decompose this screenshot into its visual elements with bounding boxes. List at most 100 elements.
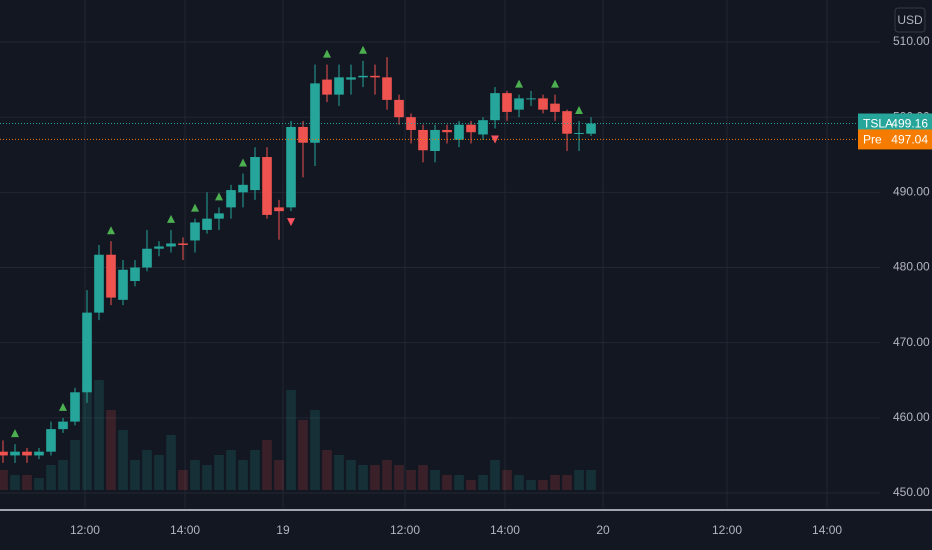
volume-bar [418,465,428,490]
volume-bar [478,475,488,490]
candle-body [538,98,548,110]
volume-bar [346,460,356,490]
candle-body [274,207,284,212]
volume-bar [190,460,200,490]
x-tick-label: 14:00 [490,523,520,537]
volume-bar [502,470,512,490]
volume-bar [562,475,572,490]
volume-bar [466,480,476,490]
volume-bar [214,455,224,490]
candle-body [226,190,236,208]
candle-body [586,123,596,134]
y-tick-label: 480.00 [893,260,930,274]
x-tick-label: 12:00 [390,523,420,537]
candle-body [46,429,56,452]
y-tick-label: 490.00 [893,185,930,199]
candle-body [466,124,476,133]
candle-body [82,312,92,393]
signal-up [11,429,20,438]
volume-bar [574,470,584,490]
signal-up [107,226,116,235]
volume-bar [274,460,284,490]
volume-bar [322,450,332,490]
candle-body [118,269,128,300]
candle-body [22,451,32,456]
currency[interactable]: USD [897,13,923,27]
candle-body [94,254,104,313]
volume-bar [130,460,140,490]
volume-bar [382,460,392,490]
candle-body [418,129,428,151]
volume-bar [490,460,500,490]
candle-body [202,218,212,230]
candle-body [358,75,368,78]
x-tick-label: 12:00 [712,523,742,537]
x-tick-label: 20 [596,523,610,537]
volume-bar [58,460,68,490]
volume-bar [394,465,404,490]
volume-bar [238,460,248,490]
signal-up [239,158,248,167]
candle-body [154,246,164,249]
x-tick-label: 14:00 [170,523,200,537]
candle-body [454,124,464,140]
currency-box[interactable] [894,7,926,33]
price-label-name: TSLA [863,117,893,131]
volume-bar [94,380,104,490]
candle-body [178,243,188,245]
candle-body [58,421,68,430]
y-tick-label: 450.00 [893,485,930,499]
volume-bar [514,475,524,490]
price-label-value: 497.04 [891,133,928,147]
volume-bar [262,440,272,490]
volume-bar [202,465,212,490]
candle-body [262,157,272,215]
candle-body [214,213,224,219]
volume-bar [46,465,56,490]
volume-bar [34,478,44,490]
signal-up [59,402,68,411]
y-tick-label: 470.00 [893,335,930,349]
candle-body [394,99,404,118]
candle-body [142,248,152,268]
x-tick-label: 12:00 [70,523,100,537]
signal-up [191,203,200,212]
volume-bar [334,455,344,490]
candle-body [562,111,572,134]
signal-up [551,79,560,88]
signal-down [287,218,296,227]
candle-body [286,126,296,208]
volume-bar [538,480,548,490]
candle-body [550,103,560,112]
candle-body [502,93,512,112]
candle-body [166,243,176,247]
price-label-box [858,113,932,134]
candle-body [526,98,536,100]
volume-bar [586,470,596,490]
candle-body [310,83,320,143]
candle-body [334,77,344,95]
candle-body [190,222,200,241]
signal-up [359,45,368,54]
volume-bar [430,470,440,490]
volume-bar [226,450,236,490]
volume-bar [370,465,380,490]
volume-bar [10,475,20,490]
signal-up [575,105,584,114]
x-tick-label: 19 [276,523,290,537]
candle-body [442,129,452,133]
volume-bar [358,465,368,490]
candle-body [382,77,392,100]
volume-bar [310,410,320,490]
signal-up [215,192,224,201]
volume-bar [118,430,128,490]
candle-body [574,132,584,134]
volume-bar [22,475,32,490]
volume-bar [526,480,536,490]
signal-up [167,214,176,223]
candle-body [478,120,488,135]
candle-body [106,254,116,298]
candle-body [430,129,440,152]
